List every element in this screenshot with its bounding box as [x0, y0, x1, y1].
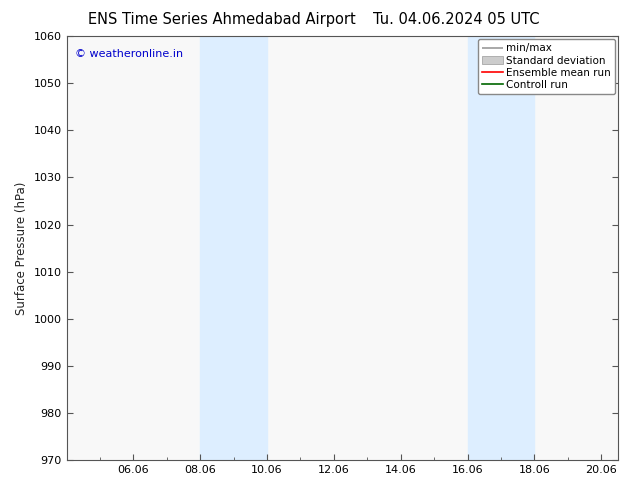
Text: ENS Time Series Ahmedabad Airport: ENS Time Series Ahmedabad Airport: [88, 12, 356, 27]
Legend: min/max, Standard deviation, Ensemble mean run, Controll run: min/max, Standard deviation, Ensemble me…: [478, 39, 615, 94]
Bar: [468, 36, 534, 460]
Y-axis label: Surface Pressure (hPa): Surface Pressure (hPa): [15, 181, 28, 315]
Text: Tu. 04.06.2024 05 UTC: Tu. 04.06.2024 05 UTC: [373, 12, 540, 27]
Bar: [200, 36, 267, 460]
Text: © weatheronline.in: © weatheronline.in: [75, 49, 183, 59]
